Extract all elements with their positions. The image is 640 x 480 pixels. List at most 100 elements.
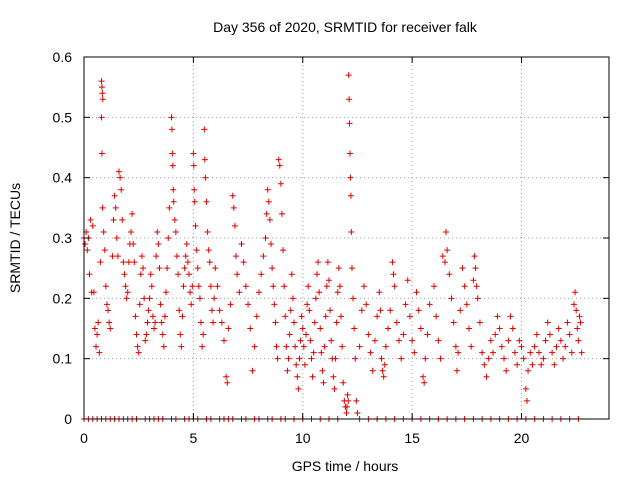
data-point — [333, 319, 340, 326]
data-point — [575, 337, 582, 344]
axis-ticks — [83, 56, 609, 420]
data-point — [87, 216, 94, 223]
data-point — [191, 186, 198, 193]
data-point — [331, 385, 338, 392]
data-point — [206, 259, 213, 266]
data-point — [371, 337, 378, 344]
data-point — [117, 174, 124, 181]
data-point — [136, 301, 143, 308]
data-point — [168, 126, 175, 133]
data-point — [335, 265, 342, 272]
data-point — [390, 271, 397, 278]
data-point — [304, 301, 311, 308]
data-point — [238, 241, 245, 248]
data-point — [100, 228, 107, 235]
data-point — [345, 397, 352, 404]
data-point — [161, 313, 168, 320]
data-point — [120, 259, 127, 266]
data-point — [404, 277, 411, 284]
data-point — [236, 289, 243, 296]
data-point — [194, 265, 201, 272]
data-point — [448, 295, 455, 302]
data-point — [227, 301, 234, 308]
data-point — [352, 355, 359, 362]
data-point — [130, 241, 137, 248]
data-point — [113, 235, 120, 241]
data-point — [507, 313, 514, 320]
data-point — [269, 265, 276, 272]
data-point — [389, 259, 396, 266]
y-tick-label: 0.4 — [53, 170, 73, 186]
data-point — [344, 391, 351, 398]
data-point — [192, 222, 199, 229]
data-point — [169, 150, 176, 157]
data-point — [221, 337, 227, 344]
data-point — [424, 331, 431, 338]
x-tick-label: 0 — [80, 430, 88, 446]
data-point — [306, 307, 313, 314]
data-point — [266, 216, 273, 223]
data-point — [280, 247, 287, 254]
data-point — [529, 361, 536, 368]
y-tick-label: 0.3 — [53, 230, 73, 246]
data-point — [223, 373, 230, 380]
data-point — [525, 367, 532, 374]
data-point — [471, 253, 478, 260]
data-point — [378, 355, 385, 362]
data-point — [195, 283, 202, 290]
data-point — [511, 349, 518, 356]
data-point — [149, 313, 156, 320]
data-point — [505, 337, 512, 344]
data-point — [346, 96, 353, 103]
data-point — [140, 265, 147, 272]
data-point — [347, 150, 353, 157]
data-point — [531, 343, 538, 350]
data-point — [224, 379, 231, 386]
data-point — [393, 319, 400, 326]
data-point — [298, 313, 305, 320]
data-point — [177, 331, 184, 338]
data-point — [121, 271, 128, 278]
data-point — [84, 247, 91, 254]
data-point — [294, 373, 301, 380]
data-point — [286, 331, 293, 338]
data-point — [542, 337, 549, 344]
data-point — [116, 168, 122, 175]
data-point — [455, 349, 462, 356]
data-point — [439, 253, 446, 260]
data-point — [509, 325, 516, 332]
data-point — [103, 301, 110, 308]
data-point — [153, 253, 160, 260]
data-point — [367, 349, 374, 356]
data-point — [326, 277, 332, 284]
data-point — [564, 319, 571, 326]
data-point — [400, 331, 407, 338]
data-point — [391, 283, 398, 290]
data-point — [233, 253, 240, 260]
data-point — [457, 307, 464, 314]
data-point — [111, 192, 118, 199]
data-point — [514, 361, 521, 368]
data-point — [546, 331, 553, 338]
data-point — [336, 283, 343, 290]
data-point — [476, 319, 483, 326]
data-point — [578, 349, 585, 356]
data-point — [99, 96, 106, 103]
data-point — [99, 90, 106, 97]
data-point — [119, 216, 126, 223]
data-point — [94, 331, 101, 338]
data-point — [165, 235, 172, 241]
data-point — [201, 156, 208, 163]
data-point — [225, 325, 232, 332]
data-point — [109, 253, 116, 260]
data-point — [353, 397, 360, 404]
data-point — [135, 349, 142, 356]
data-point — [164, 265, 171, 272]
data-point — [193, 247, 200, 254]
data-point — [312, 295, 319, 302]
data-point — [145, 307, 152, 314]
data-point — [450, 319, 457, 326]
data-point — [376, 289, 383, 296]
data-point — [474, 295, 481, 302]
data-point — [549, 349, 556, 356]
